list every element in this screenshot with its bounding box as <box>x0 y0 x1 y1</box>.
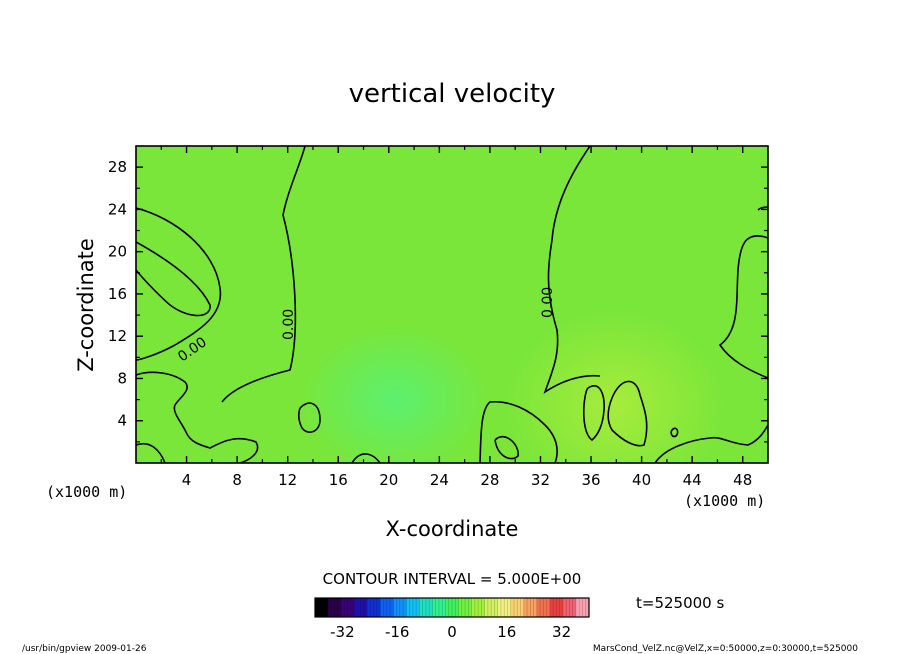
plot-frame <box>135 145 769 464</box>
x-tick-label: 28 <box>480 471 499 489</box>
y-tick-label: 12 <box>108 327 127 345</box>
colorbar-tick-label: 16 <box>497 623 516 641</box>
colorbar-swatch <box>328 598 342 617</box>
colorbar-swatch <box>510 598 525 617</box>
colorbar-swatch <box>536 598 551 617</box>
colorbar-swatch <box>575 598 590 617</box>
footer-left: /usr/bin/gpview 2009-01-26 <box>22 644 147 654</box>
colorbar-swatch <box>419 598 434 617</box>
colorbar-swatch <box>406 598 420 617</box>
contour-label: 0.00 <box>540 287 556 318</box>
colorbar-swatch <box>458 598 473 617</box>
contour-line <box>351 453 381 463</box>
y-axis-title: Z-coordinate <box>74 238 98 372</box>
colorbar-tick-label: 0 <box>447 623 457 641</box>
colorbar-swatch <box>484 598 499 617</box>
y-tick-label: 24 <box>108 200 127 218</box>
contour-line <box>136 443 166 463</box>
colorbar <box>314 597 590 618</box>
time-label: t=525000 s <box>636 594 724 612</box>
x-tick-label: 32 <box>531 471 550 489</box>
x-axis: 4 8 12 16 20 24 28 32 36 40 44 48 <box>160 146 752 489</box>
contour-line <box>718 235 768 379</box>
colorbar-swatch <box>367 598 381 617</box>
colorbar-swatch <box>315 598 329 617</box>
colorbar-swatch <box>393 598 407 617</box>
contour-line <box>221 146 306 403</box>
x-tick-label: 4 <box>182 471 192 489</box>
x-axis-title: X-coordinate <box>386 517 519 541</box>
contour-line <box>136 207 222 361</box>
contour-line <box>757 206 768 211</box>
colorbar-ticks: -32 -16 0 16 32 <box>330 623 571 641</box>
x-tick-label: 20 <box>379 471 398 489</box>
contour-interval: CONTOUR INTERVAL = 5.000E+00 <box>323 570 582 588</box>
colorbar-tick-label: 32 <box>552 623 571 641</box>
colorbar-swatch <box>432 598 447 617</box>
y-tick-label: 16 <box>108 285 127 303</box>
contour-line <box>607 380 648 447</box>
colorbar-swatch <box>471 598 486 617</box>
x-unit-right: (x1000 m) <box>684 492 765 510</box>
colorbar-swatch <box>523 598 538 617</box>
colorbar-swatch <box>354 598 368 617</box>
contour-line <box>297 402 321 433</box>
colorbar-swatch <box>549 598 564 617</box>
footer-right: MarsCond_VelZ.nc@VelZ,x=0:50000,z=0:3000… <box>593 644 858 654</box>
x-tick-label: 24 <box>430 471 449 489</box>
y-tick-label: 28 <box>108 158 127 176</box>
colorbar-swatch <box>445 598 460 617</box>
colorbar-swatch <box>341 598 355 617</box>
colorbar-swatch <box>380 598 394 617</box>
colorbar-swatch <box>562 598 577 617</box>
y-axis: 4 8 12 16 20 24 28 <box>108 158 768 443</box>
y-tick-label: 4 <box>117 412 127 430</box>
contour-line <box>582 385 605 442</box>
colorbar-tick-label: -16 <box>385 623 410 641</box>
contour-line <box>494 435 519 460</box>
field-region-weak <box>300 325 490 463</box>
y-tick-label: 8 <box>117 369 127 387</box>
x-tick-label: 44 <box>683 471 702 489</box>
y-tick-label: 20 <box>108 243 127 261</box>
x-tick-label: 16 <box>329 471 348 489</box>
x-unit-left: (x1000 m) <box>46 483 127 501</box>
contour-line <box>543 146 601 394</box>
x-tick-label: 12 <box>278 471 297 489</box>
contour-lines <box>136 146 768 463</box>
contour-line <box>654 424 768 463</box>
chart-title: vertical velocity <box>349 79 556 109</box>
x-tick-label: 48 <box>733 471 752 489</box>
contour-labels: 0.00 0.00 0.00 <box>175 287 556 365</box>
x-tick-label: 8 <box>232 471 242 489</box>
contour-line <box>479 400 558 463</box>
plot-area: 0.00 0.00 0.00 <box>136 146 768 463</box>
colorbar-tick-label: -32 <box>330 623 355 641</box>
contour-line <box>136 241 211 317</box>
contour-line <box>136 371 259 463</box>
x-tick-label: 40 <box>632 471 651 489</box>
x-tick-label: 36 <box>581 471 600 489</box>
colorbar-frame <box>314 597 590 618</box>
colorbar-swatch <box>497 598 512 617</box>
contour-line <box>670 427 679 438</box>
field-region-strong <box>505 310 725 463</box>
contour-label: 0.00 <box>281 309 297 340</box>
